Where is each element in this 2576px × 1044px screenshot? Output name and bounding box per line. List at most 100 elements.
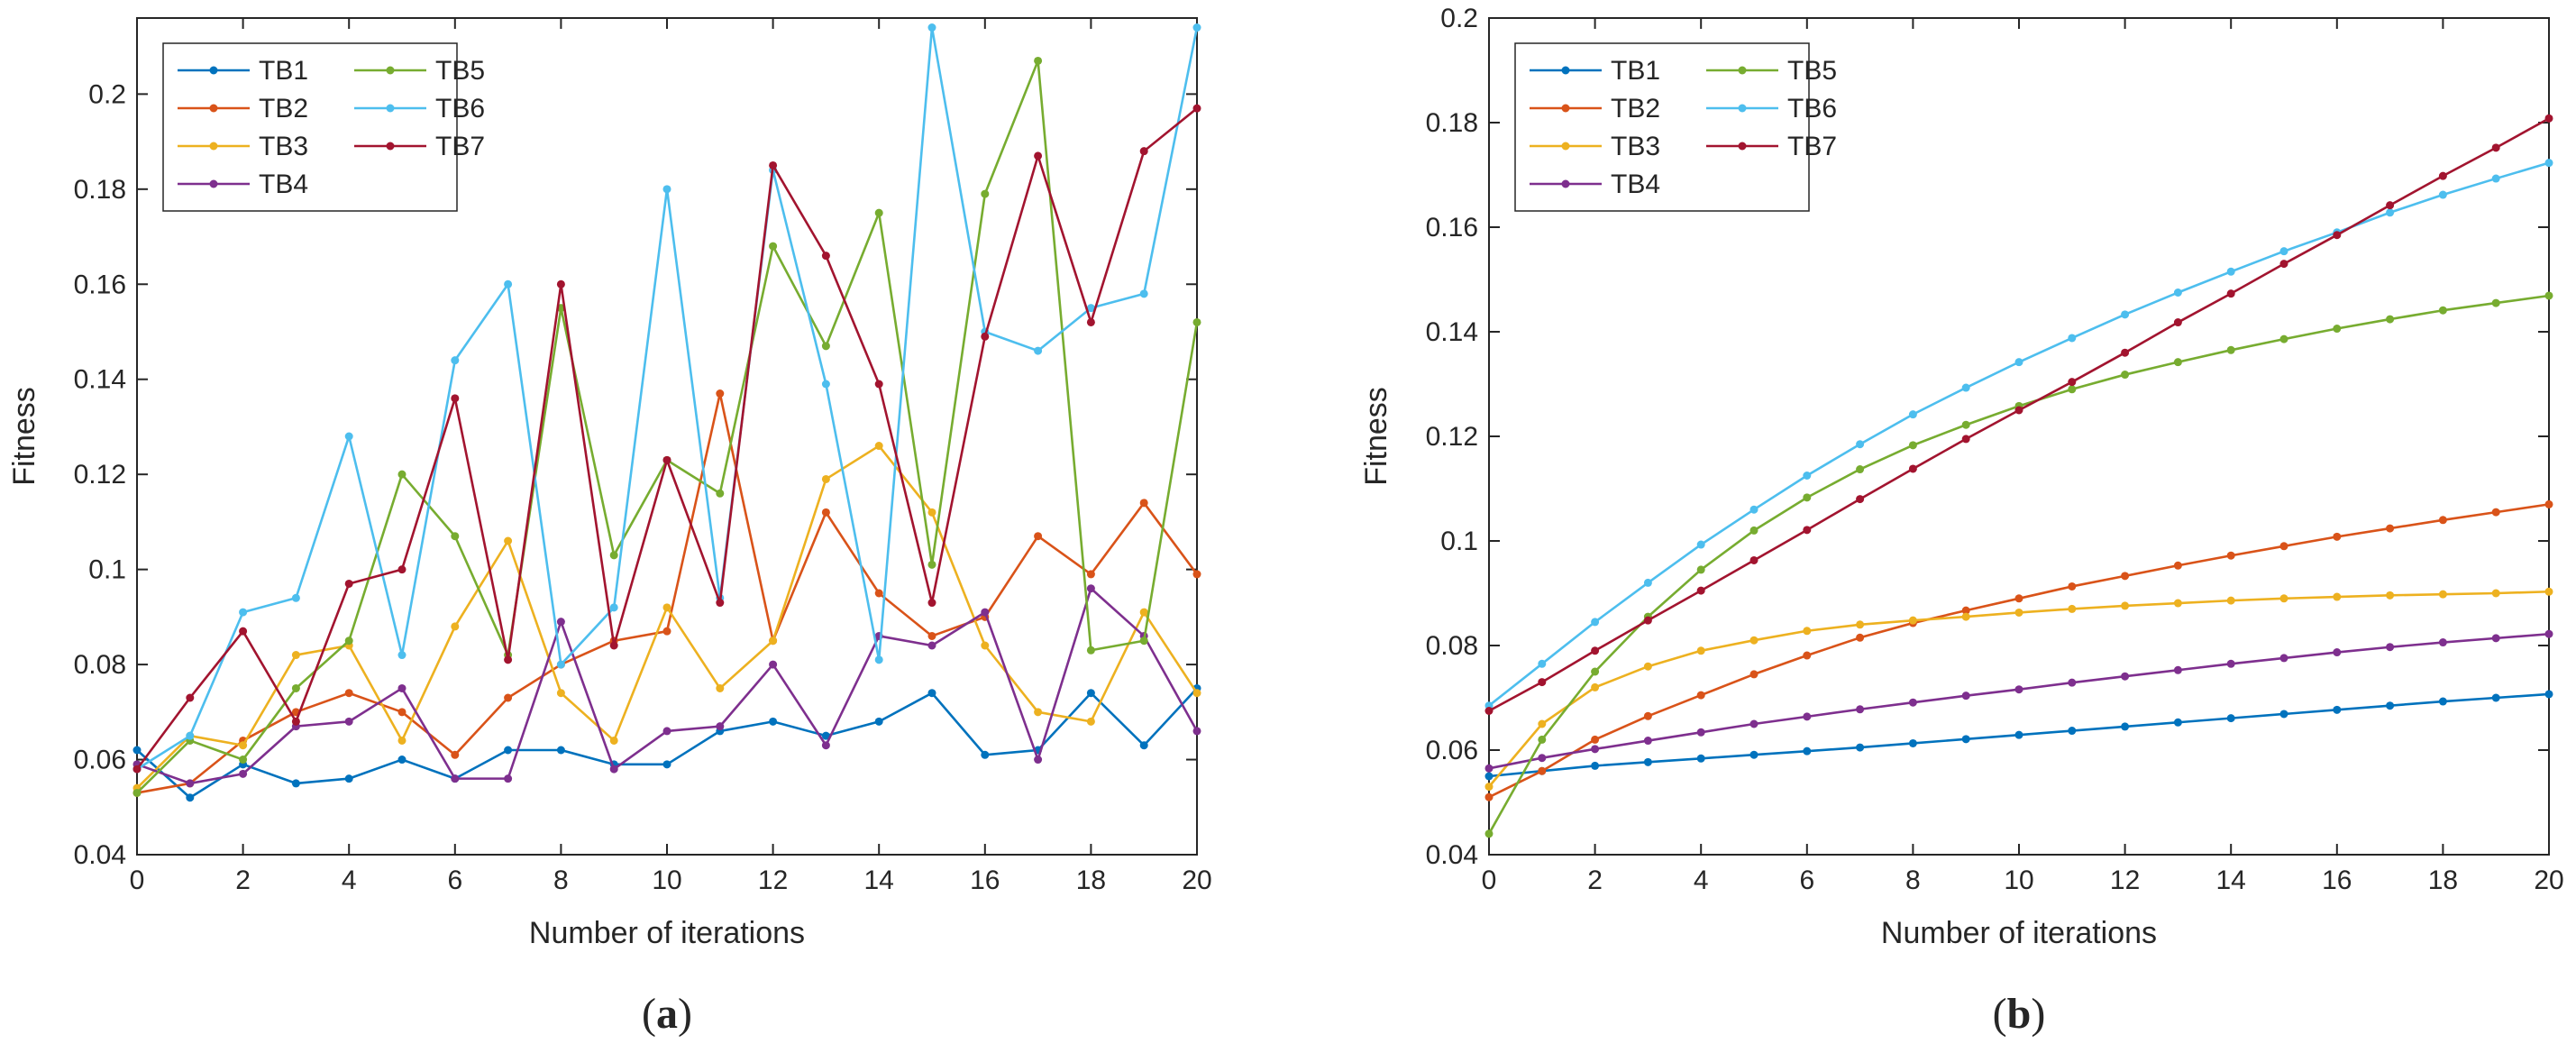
- data-point-tb1: [132, 746, 142, 755]
- data-point-tb3: [1856, 620, 1865, 629]
- series-tb5: [1484, 291, 2553, 838]
- data-point-tb5: [1538, 735, 1547, 744]
- legend: TB1 TB2 TB3 TB4 TB5 TB6 TB7: [162, 42, 485, 212]
- data-point-tb2: [1696, 691, 1705, 700]
- data-point-tb2: [716, 389, 725, 398]
- data-point-tb3: [556, 689, 565, 698]
- data-point-tb7: [1643, 616, 1652, 625]
- y-tick-label: 0.1: [88, 555, 126, 585]
- legend-label-tb4: TB4: [1611, 169, 1660, 199]
- x-tick-label: 14: [864, 865, 894, 895]
- series-tb3: [1484, 587, 2553, 792]
- data-point-tb4: [2491, 634, 2500, 643]
- data-point-tb5: [874, 208, 883, 217]
- data-point-tb2: [1034, 532, 1043, 541]
- data-point-tb4: [662, 727, 671, 736]
- data-point-tb3: [2386, 591, 2395, 600]
- data-point-tb5: [1192, 317, 1201, 326]
- legend-label-tb4: TB4: [259, 169, 308, 199]
- data-point-tb4: [1856, 705, 1865, 714]
- data-point-tb3: [927, 508, 936, 517]
- data-point-tb6: [504, 279, 513, 288]
- data-point-tb2: [451, 750, 460, 759]
- data-point-tb3: [1484, 783, 1494, 792]
- data-point-tb4: [1086, 584, 1095, 593]
- x-tick-label: 6: [1799, 865, 1814, 895]
- data-point-tb1: [1086, 689, 1095, 698]
- y-tick-label: 0.16: [74, 270, 126, 299]
- data-point-tb6: [1034, 346, 1043, 355]
- legend-box: [1514, 42, 1810, 212]
- data-point-tb4: [2438, 638, 2447, 647]
- data-point-tb5: [397, 470, 406, 479]
- data-point-tb2: [397, 708, 406, 717]
- series-tb6: [1484, 159, 2553, 710]
- data-point-tb4: [1749, 719, 1758, 728]
- legend-marker-tb6: [386, 104, 395, 113]
- data-point-tb3: [1086, 717, 1095, 726]
- legend-marker-tb7: [1738, 142, 1747, 151]
- data-point-tb6: [821, 380, 830, 389]
- data-point-tb3: [821, 474, 830, 483]
- data-point-tb7: [2491, 143, 2500, 152]
- data-point-tb6: [1192, 23, 1201, 32]
- data-point-tb6: [344, 432, 353, 441]
- data-point-tb2: [1538, 766, 1547, 775]
- data-point-tb7: [2386, 201, 2395, 210]
- data-point-tb4: [556, 618, 565, 627]
- data-point-tb2: [1856, 633, 1865, 642]
- data-point-tb4: [2386, 643, 2395, 652]
- data-point-tb5: [1484, 829, 1494, 838]
- data-point-tb7: [981, 332, 990, 341]
- data-point-tb7: [1484, 707, 1494, 715]
- y-axis-label: Fitness: [7, 387, 41, 486]
- x-tick-label: 18: [1076, 865, 1106, 895]
- data-point-tb5: [2121, 371, 2130, 380]
- data-point-tb7: [609, 641, 618, 650]
- data-point-tb3: [1034, 708, 1043, 717]
- data-point-tb4: [344, 717, 353, 726]
- data-point-tb2: [1192, 570, 1201, 579]
- data-point-tb5: [2333, 325, 2342, 334]
- legend-marker-tb1: [1561, 66, 1570, 75]
- data-point-tb1: [1749, 750, 1758, 759]
- data-point-tb4: [1192, 727, 1201, 736]
- x-tick-label: 16: [970, 865, 1000, 895]
- data-point-tb7: [344, 579, 353, 588]
- series-tb4: [1484, 629, 2553, 773]
- data-point-tb3: [1908, 616, 1917, 625]
- data-point-tb7: [1086, 317, 1095, 326]
- data-point-tb3: [2333, 592, 2342, 601]
- data-point-tb4: [2279, 654, 2288, 663]
- data-point-tb4: [1961, 691, 1970, 701]
- data-point-tb4: [769, 660, 778, 669]
- data-point-tb4: [1591, 745, 1600, 754]
- legend-marker-tb4: [1561, 179, 1570, 188]
- data-point-tb4: [609, 765, 618, 774]
- data-point-tb4: [1034, 756, 1043, 765]
- data-point-tb4: [2544, 629, 2553, 638]
- legend-marker-tb2: [209, 104, 218, 113]
- x-tick-label: 4: [1694, 865, 1709, 895]
- data-point-tb3: [2279, 594, 2288, 603]
- y-tick-label: 0.16: [1426, 213, 1478, 243]
- data-point-tb4: [2333, 648, 2342, 657]
- data-point-tb3: [451, 622, 460, 631]
- x-tick-label: 0: [130, 865, 145, 895]
- data-point-tb1: [1591, 761, 1600, 770]
- data-point-tb7: [2438, 171, 2447, 180]
- x-tick-label: 2: [1587, 865, 1603, 895]
- data-point-tb1: [2438, 697, 2447, 706]
- x-tick-label: 10: [2004, 865, 2033, 895]
- panel-caption: (a): [642, 990, 692, 1038]
- data-point-tb2: [1803, 651, 1812, 660]
- data-point-tb2: [662, 627, 671, 636]
- data-point-tb6: [2014, 358, 2023, 367]
- data-point-tb5: [2279, 334, 2288, 343]
- data-point-tb5: [1086, 646, 1095, 655]
- data-point-tb1: [2014, 730, 2023, 739]
- data-point-tb4: [397, 683, 406, 692]
- data-point-tb4: [1538, 754, 1547, 763]
- y-tick-label: 0.18: [74, 175, 126, 205]
- data-point-tb4: [2068, 678, 2077, 687]
